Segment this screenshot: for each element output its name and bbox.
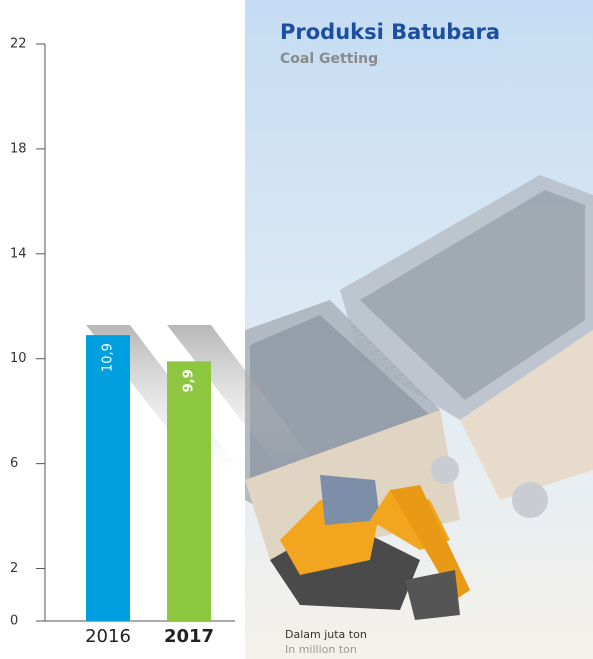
chart-subtitle: Coal Getting [280,51,378,67]
y-tick-label: 10 [10,351,27,366]
x-tick-label: 2017 [164,626,214,647]
value-label: 10,9 [101,343,116,372]
chart-title: Produksi Batubara [280,20,500,44]
y-tick-label: 18 [10,141,27,156]
x-tick-label: 2016 [85,626,131,647]
y-tick-label: 6 [10,456,18,471]
value-label: 9,9 [182,369,197,392]
unit-note: Dalam juta ton [285,628,367,641]
bar-shadow [167,325,320,470]
bar [167,361,211,621]
y-tick-label: 0 [10,614,18,629]
bar [86,335,130,621]
y-tick-label: 2 [10,561,18,576]
y-tick-label: 22 [10,37,27,52]
unit-note-en: In million ton [285,643,357,656]
background-illustration [245,0,593,659]
y-tick-label: 14 [10,246,27,261]
